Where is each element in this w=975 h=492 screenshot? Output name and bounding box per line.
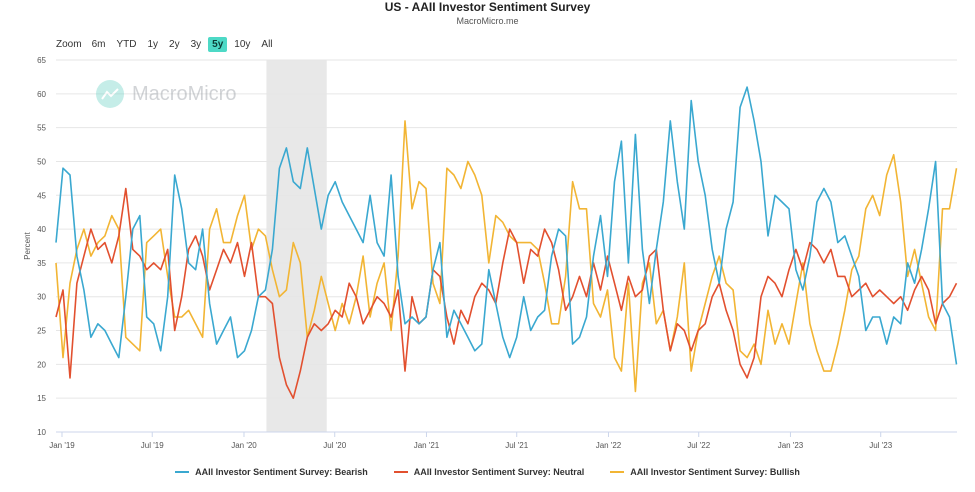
x-tick-label: Jan '23 (778, 441, 804, 450)
series-line-neutral (55, 187, 958, 400)
legend: AAII Investor Sentiment Survey: Bearish … (0, 467, 975, 477)
y-tick-label: 50 (37, 157, 46, 166)
legend-item-neutral[interactable]: AAII Investor Sentiment Survey: Neutral (393, 467, 585, 477)
zoom-label: Zoom (56, 39, 82, 50)
zoom-3y-button[interactable]: 3y (190, 39, 202, 50)
legend-swatch-neutral (393, 471, 408, 473)
y-tick-label: 10 (37, 428, 46, 437)
zoom-1y-button[interactable]: 1y (147, 39, 159, 50)
x-tick-label: Jan '22 (596, 441, 622, 450)
zoom-5y-button[interactable]: 5y (208, 37, 228, 52)
y-axis-label: Percent (23, 231, 32, 259)
x-tick-label: Jul '22 (687, 441, 710, 450)
y-tick-label: 60 (37, 90, 46, 99)
zoom-2y-button[interactable]: 2y (169, 39, 180, 50)
legend-label-bearish: AAII Investor Sentiment Survey: Bearish (195, 467, 368, 477)
legend-item-bearish[interactable]: AAII Investor Sentiment Survey: Bearish (175, 467, 368, 477)
zoom-10y-button[interactable]: 10y (234, 39, 251, 50)
x-tick-label: Jul '23 (869, 441, 892, 450)
legend-label-bullish: AAII Investor Sentiment Survey: Bullish (630, 467, 800, 477)
x-tick-label: Jul '20 (323, 441, 346, 450)
watermark-logo-icon (96, 80, 124, 108)
watermark: MacroMicro (96, 80, 236, 108)
series-line-bearish (55, 86, 958, 365)
zoom-toolbar: Zoom 6m YTD 1y 2y 3y 5y 10y All (56, 37, 280, 52)
x-tick-label: Jul '19 (141, 441, 164, 450)
legend-item-bullish[interactable]: AAII Investor Sentiment Survey: Bullish (610, 467, 800, 477)
y-tick-label: 65 (37, 56, 46, 65)
shaded-period (266, 60, 327, 432)
y-tick-label: 40 (37, 225, 46, 234)
y-tick-label: 15 (37, 394, 46, 403)
y-tick-label: 20 (37, 360, 46, 369)
legend-label-neutral: AAII Investor Sentiment Survey: Neutral (413, 467, 585, 477)
watermark-text: MacroMicro (132, 82, 237, 105)
y-tick-label: 25 (37, 327, 46, 336)
x-tick-label: Jan '19 (49, 441, 75, 450)
series-line-bullish (55, 120, 958, 393)
y-tick-label: 35 (37, 259, 46, 268)
chart-title: US - AAII Investor Sentiment Survey (384, 0, 591, 14)
y-tick-label: 45 (37, 191, 46, 200)
x-tick-label: Jul '21 (505, 441, 528, 450)
zoom-6m-button[interactable]: 6m (91, 39, 106, 50)
y-tick-label: 55 (37, 124, 46, 133)
zoom-ytd-button[interactable]: YTD (116, 39, 137, 50)
legend-swatch-bullish (610, 471, 625, 473)
y-tick-label: 30 (37, 293, 46, 302)
legend-swatch-bearish (175, 471, 190, 473)
zoom-all-button[interactable]: All (261, 39, 273, 50)
x-tick-label: Jan '20 (231, 441, 257, 450)
x-tick-label: Jan '21 (414, 441, 440, 450)
chart-subtitle: MacroMicro.me (456, 16, 519, 26)
